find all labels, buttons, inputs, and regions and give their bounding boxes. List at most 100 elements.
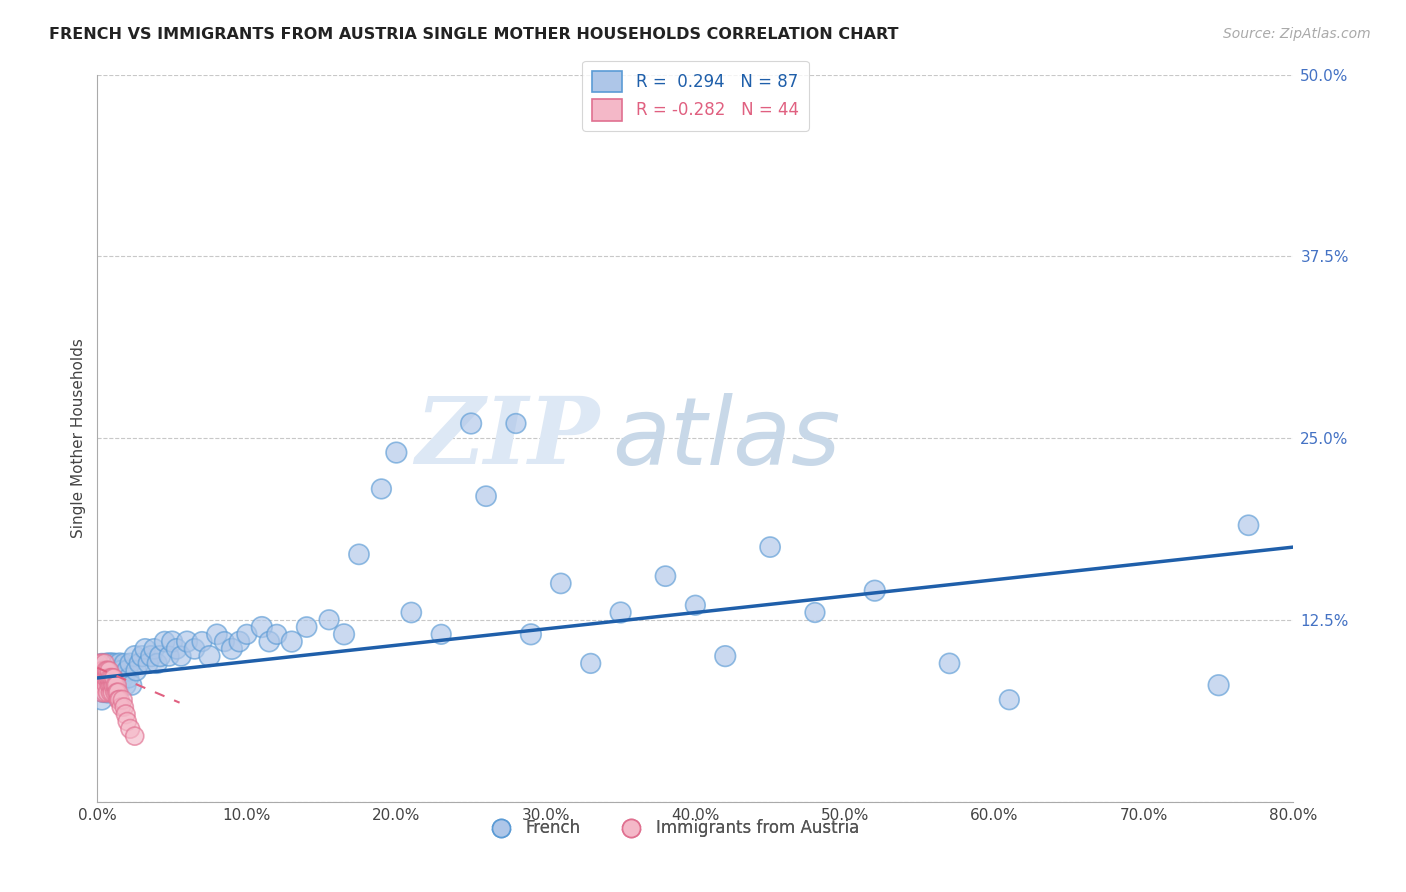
Point [266,627,288,641]
Point [170,649,193,664]
Text: Source: ZipAtlas.com: Source: ZipAtlas.com [1223,27,1371,41]
Point [96,678,118,692]
Point [176,634,198,648]
Point [654,569,676,583]
Point [91,664,114,678]
Point [87,657,110,671]
Point [205,627,228,641]
Point [108,692,131,706]
Point [98,664,121,678]
Point [938,657,960,671]
Point [520,627,543,641]
Point [101,678,124,692]
Point [105,678,128,692]
Point [128,657,150,671]
Point [236,627,259,641]
Point [96,657,118,671]
Point [505,417,527,431]
Text: atlas: atlas [612,392,839,483]
Point [143,641,166,656]
Point [101,685,124,699]
Point [94,657,117,671]
Point [91,671,114,685]
Point [98,671,121,685]
Point [550,576,572,591]
Point [94,671,117,685]
Point [100,685,122,699]
Point [110,664,132,678]
Point [998,692,1021,706]
Point [112,700,135,714]
Point [105,685,128,699]
Point [103,678,125,692]
Point [136,657,159,671]
Point [863,583,886,598]
Point [759,540,782,554]
Point [98,671,121,685]
Legend: French, Immigrants from Austria: French, Immigrants from Austria [477,813,866,844]
Point [118,671,141,685]
Text: FRENCH VS IMMIGRANTS FROM AUSTRIA SINGLE MOTHER HOUSEHOLDS CORRELATION CHART: FRENCH VS IMMIGRANTS FROM AUSTRIA SINGLE… [49,27,898,42]
Y-axis label: Single Mother Households: Single Mother Households [72,338,86,538]
Point [90,685,112,699]
Point [101,671,124,685]
Point [94,678,117,692]
Point [714,649,737,664]
Point [609,606,631,620]
Point [149,649,172,664]
Point [685,599,707,613]
Point [141,649,163,664]
Point [114,707,136,722]
Point [96,664,118,678]
Point [475,489,498,503]
Point [804,606,827,620]
Point [347,547,370,561]
Point [221,641,243,656]
Point [103,664,125,678]
Point [579,657,602,671]
Point [112,657,135,671]
Point [100,671,122,685]
Point [318,613,340,627]
Point [97,664,120,678]
Point [104,671,127,685]
Point [90,657,112,671]
Point [121,678,143,692]
Point [104,685,127,699]
Point [103,678,125,692]
Point [90,671,112,685]
Point [120,657,142,671]
Point [94,685,117,699]
Point [105,678,128,692]
Point [108,678,131,692]
Point [153,634,176,648]
Point [228,634,250,648]
Point [91,671,114,685]
Point [280,634,302,648]
Point [401,606,423,620]
Point [124,729,146,743]
Point [370,482,392,496]
Point [97,685,120,699]
Point [104,657,127,671]
Point [117,664,139,678]
Point [460,417,482,431]
Point [1237,518,1260,533]
Point [259,634,281,648]
Point [96,671,118,685]
Point [91,685,114,699]
Point [100,664,122,678]
Point [333,627,356,641]
Point [107,671,129,685]
Point [110,700,132,714]
Point [98,657,121,671]
Point [146,657,169,671]
Point [430,627,453,641]
Point [104,678,127,692]
Point [91,678,114,692]
Point [96,671,118,685]
Point [295,620,318,634]
Point [117,714,139,729]
Point [103,671,125,685]
Point [134,641,156,656]
